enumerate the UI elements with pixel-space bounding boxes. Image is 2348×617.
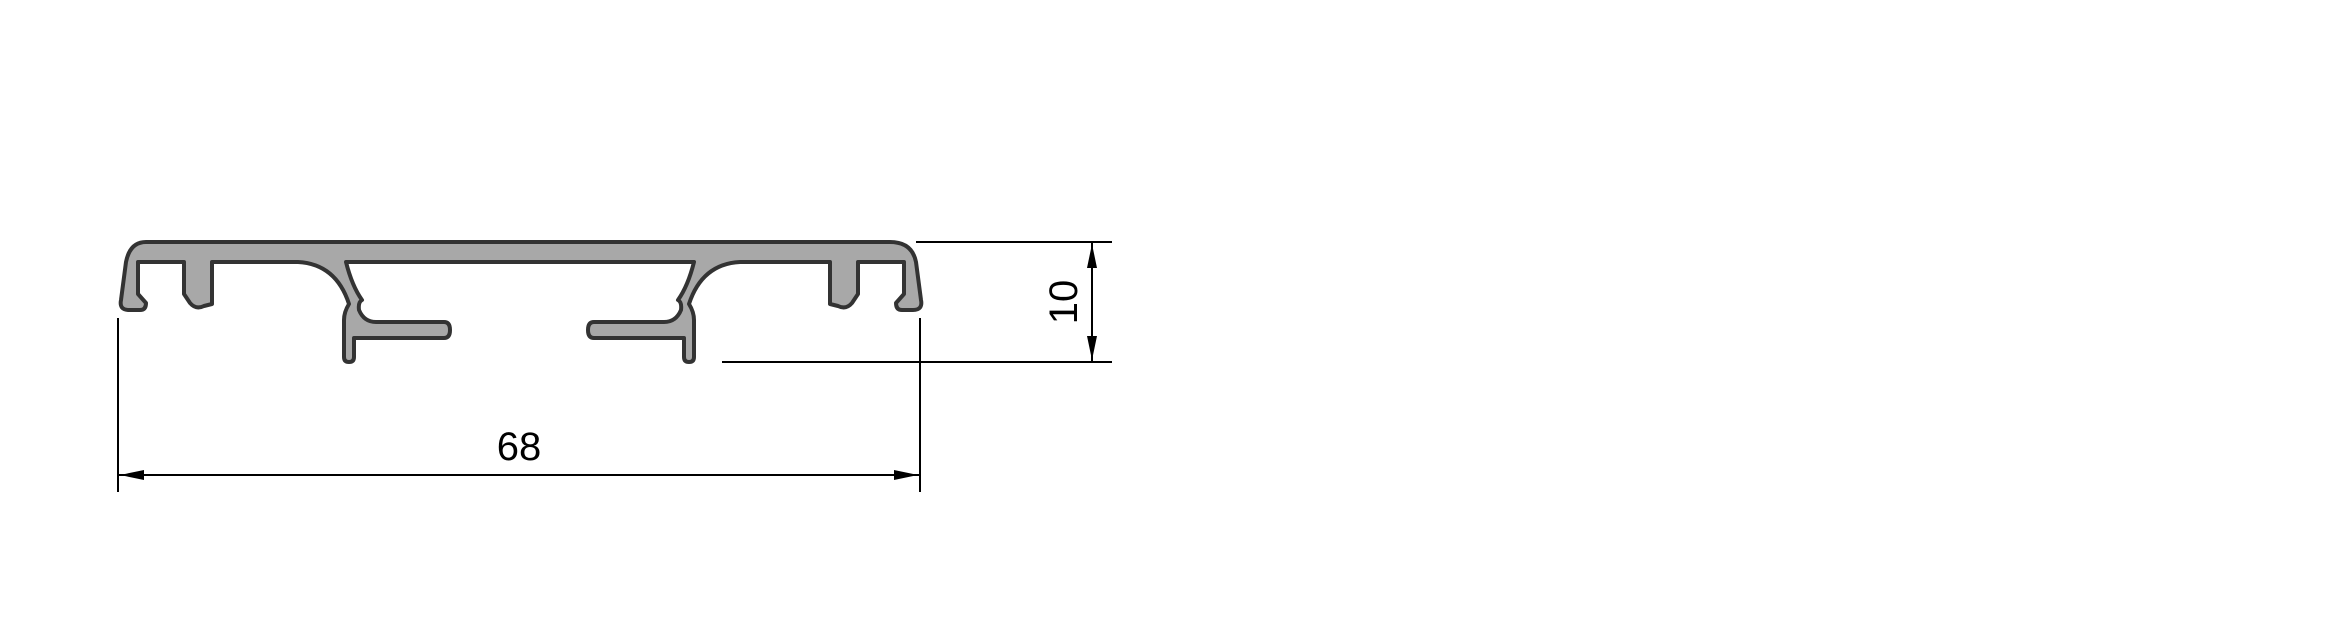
height-dimension-label: 10 — [1042, 280, 1086, 325]
width-arrow-right — [894, 470, 918, 480]
height-arrow-top — [1087, 244, 1097, 268]
width-dimension: 68 — [117, 318, 921, 492]
profile-shape — [118, 240, 924, 364]
profile-cross-section — [118, 240, 924, 364]
height-arrow-bottom — [1087, 336, 1097, 360]
width-dimension-label: 68 — [497, 425, 542, 469]
height-dimension: 10 — [722, 241, 1112, 363]
width-arrow-left — [120, 470, 144, 480]
